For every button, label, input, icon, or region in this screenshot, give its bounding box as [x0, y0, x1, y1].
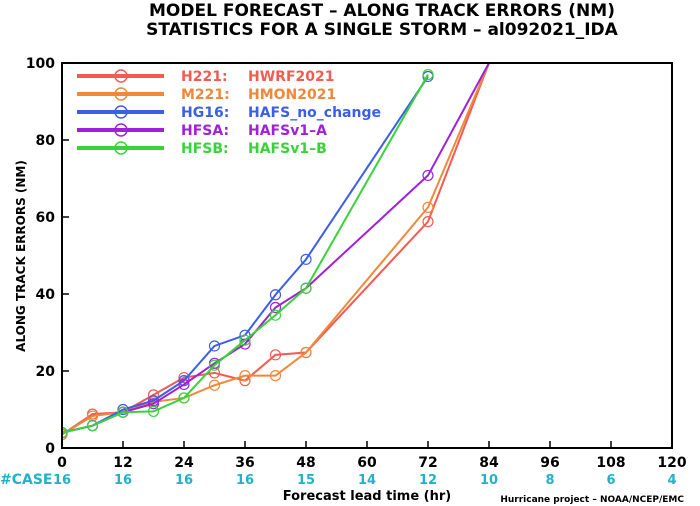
series-1-point [239, 370, 251, 382]
legend: H221: HWRF2021 M221: HMON2021 HG16: HAFS_no_c… [77, 69, 381, 157]
x-tick-label: 24 [174, 455, 194, 471]
legend-label-1: M221: [181, 87, 230, 103]
case-count: 16 [53, 473, 71, 488]
x-axis-label: Forecast lead time (hr) [283, 489, 451, 504]
series-1-point [422, 201, 434, 213]
series-0-point [422, 216, 434, 228]
series-4-point [239, 334, 251, 346]
y-axis-label: ALONG TRACK ERRORS (NM) [14, 160, 28, 352]
legend-marker-3 [114, 123, 128, 137]
series-4-point [178, 392, 190, 404]
legend-model-1: HMON2021 [248, 87, 336, 103]
legend-model-2: HAFS_no_change [248, 105, 381, 121]
case-count: 4 [667, 473, 676, 488]
legend-label-3: HFSA: [181, 123, 229, 139]
series-2-point [269, 289, 282, 301]
series-3-point [269, 301, 282, 314]
series-line-4 [62, 74, 429, 434]
series-4-point [147, 405, 160, 418]
series-2-point [208, 340, 221, 352]
y-tick-label: 80 [36, 133, 56, 149]
x-tick-label: 36 [235, 455, 254, 471]
y-tick-label: 0 [45, 441, 55, 457]
legend-label-0: H221: [181, 69, 228, 85]
series-1-point [208, 379, 221, 391]
case-count: 16 [114, 473, 132, 488]
legend-marker-4 [114, 141, 128, 155]
case-count: 10 [480, 473, 498, 488]
case-count: 12 [419, 473, 437, 488]
series-3-point [422, 169, 434, 182]
x-tick-label: 48 [296, 455, 315, 471]
series-3-point [178, 378, 190, 391]
case-count: 14 [358, 473, 376, 488]
series-0-point [269, 349, 282, 361]
legend-marker-0 [114, 69, 128, 83]
case-count: 15 [297, 473, 315, 488]
case-count: 16 [236, 473, 254, 488]
legend-label-2: HG16: [181, 105, 229, 121]
case-count: 8 [545, 473, 554, 488]
x-tick-label: 96 [540, 455, 559, 471]
y-tick-label: 20 [36, 364, 56, 380]
series-4-point [208, 359, 221, 371]
credit-text: Hurricane project – NOAA/NCEP/EMC [500, 495, 684, 505]
series-3-point [147, 398, 160, 410]
legend-label-4: HFSB: [181, 141, 229, 157]
y-tick-label: 40 [36, 287, 56, 303]
series-1-point [300, 346, 312, 359]
x-tick-label: 12 [113, 455, 132, 471]
series-4-point [117, 406, 129, 418]
series-0-point [178, 371, 190, 384]
case-label: #CASE [0, 472, 53, 488]
y-tick-label: 60 [36, 210, 56, 226]
series-line-2 [62, 75, 429, 434]
x-tick-label: 60 [357, 455, 377, 471]
x-tick-label: 0 [57, 455, 67, 471]
case-count: 16 [175, 473, 193, 488]
legend-model-0: HWRF2021 [248, 69, 334, 85]
x-tick-label: 108 [596, 455, 625, 471]
series-4-point [269, 309, 282, 321]
legend-model-4: HAFSv1–B [248, 141, 327, 157]
case-count: 6 [606, 473, 615, 488]
series-4-point [86, 420, 99, 432]
y-tick-label: 100 [26, 56, 55, 72]
series-2-point [117, 403, 129, 416]
chart-title-line2: STATISTICS FOR A SINGLE STORM – al092021… [146, 20, 619, 40]
legend-marker-2 [114, 105, 128, 119]
series-2-point [300, 253, 312, 265]
series-line-1 [62, 63, 490, 436]
x-tick-label: 84 [479, 455, 499, 471]
series-4-point [422, 68, 434, 81]
legend-marker-1 [114, 87, 128, 101]
chart-title-line1: MODEL FORECAST – ALONG TRACK ERRORS (NM) [149, 1, 615, 21]
series-4-point [62, 427, 68, 439]
series-4-point [300, 282, 312, 294]
x-tick-label: 120 [657, 455, 686, 471]
x-tick-label: 72 [418, 455, 437, 471]
legend-model-3: HAFSv1–A [248, 123, 327, 139]
series-1-point [269, 370, 282, 382]
